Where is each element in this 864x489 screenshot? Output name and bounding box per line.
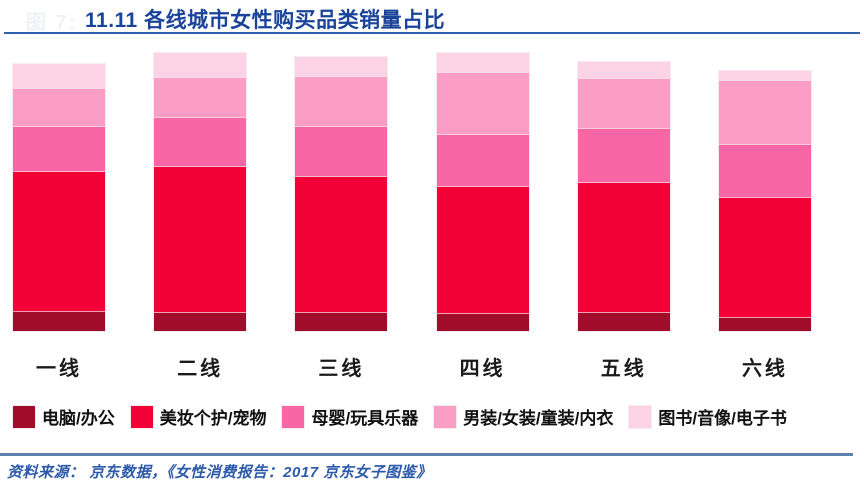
legend-swatch-light-pink <box>433 404 458 429</box>
bar-segment <box>153 165 248 315</box>
bar-segment <box>717 69 812 83</box>
figure-number-watermark: 图 7: <box>26 12 78 34</box>
bar-segment <box>576 77 671 131</box>
bar-segment <box>576 311 671 333</box>
bar-segment <box>435 185 530 316</box>
legend-label: 图书/音像/电子书 <box>658 409 787 428</box>
bar-segment <box>294 125 389 179</box>
bar-segment <box>294 55 389 78</box>
category-label-tier3: 三线 <box>318 358 365 380</box>
bar-segment <box>153 51 248 79</box>
stacked-bars-row <box>12 50 812 333</box>
legend-item-baby-toys: 母婴/玩具乐器 <box>281 404 419 429</box>
bar-segment <box>576 60 671 80</box>
chart-plot-area <box>0 50 864 333</box>
legend-item-computer-office: 电脑/办公 <box>12 404 115 429</box>
title-divider-line <box>4 32 860 34</box>
bar-segment <box>576 181 671 314</box>
x-axis-category-labels: 一线 二线 三线 四线 五线 六线 <box>13 352 811 381</box>
stacked-bar-六线 <box>717 69 812 332</box>
bar-segment <box>717 317 812 332</box>
bar-segment <box>153 312 248 332</box>
bar-segment <box>435 134 530 188</box>
bar-segment <box>294 75 389 128</box>
legend-label: 美妆个护/宠物 <box>159 409 267 428</box>
figure-header: 图 7: 11.11 各线城市女性购买品类销量占比 <box>0 0 864 34</box>
category-label-tier4: 四线 <box>459 358 506 380</box>
bar-segment <box>435 72 530 137</box>
bar-segment <box>294 176 389 315</box>
bar-segment <box>717 143 812 200</box>
chart-legend: 电脑/办公 美妆个护/宠物 母婴/玩具乐器 男装/女装/童装/内衣 图书/音像/… <box>12 404 787 429</box>
legend-label: 电脑/办公 <box>42 409 115 428</box>
category-label-tier5: 五线 <box>600 358 647 380</box>
page-title: 11.11 各线城市女性购买品类销量占比 <box>85 9 446 32</box>
bar-segment <box>435 52 530 75</box>
source-citation: 资料来源： 京东数据，《女性消费报告：2017 京东女子图鉴》 <box>7 464 432 481</box>
stacked-bar-四线 <box>435 52 530 332</box>
legend-swatch-red <box>129 404 154 429</box>
bar-segment <box>12 170 106 314</box>
bar-segment <box>435 313 530 332</box>
bar-segment <box>12 87 106 128</box>
legend-swatch-pink <box>281 404 306 429</box>
legend-item-books-media: 图书/音像/电子书 <box>628 404 787 429</box>
stacked-bar-五线 <box>576 60 671 333</box>
bar-segment <box>717 80 812 146</box>
category-label-tier1: 一线 <box>36 358 82 380</box>
legend-swatch-pale-pink <box>628 404 653 429</box>
bar-segment <box>576 128 671 184</box>
legend-swatch-dark-red <box>12 404 36 429</box>
bar-segment <box>153 76 248 120</box>
stacked-bar-一线 <box>12 62 106 332</box>
stacked-bar-二线 <box>153 51 248 332</box>
category-label-tier2: 二线 <box>177 358 224 380</box>
stacked-bar-三线 <box>294 55 389 332</box>
bar-segment <box>12 125 106 174</box>
bar-segment <box>294 312 389 332</box>
legend-item-beauty-pets: 美妆个护/宠物 <box>129 404 267 429</box>
bar-segment <box>717 197 812 320</box>
bar-segment <box>153 117 248 168</box>
legend-label: 男装/女装/童装/内衣 <box>463 409 614 428</box>
category-label-tier6: 六线 <box>741 358 788 380</box>
legend-label: 母婴/玩具乐器 <box>311 409 419 428</box>
bar-segment <box>12 311 106 332</box>
bar-segment <box>12 62 106 90</box>
footer-divider-line <box>0 453 853 456</box>
legend-item-apparel: 男装/女装/童装/内衣 <box>433 404 614 429</box>
